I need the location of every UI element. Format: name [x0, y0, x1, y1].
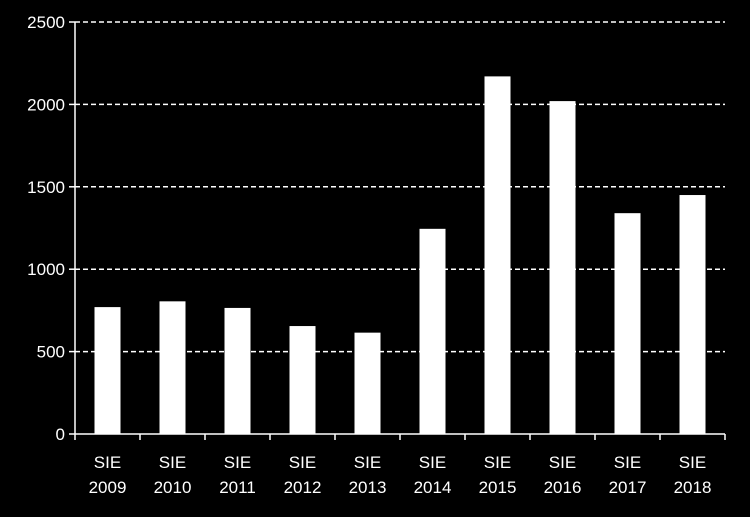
- x-tick-label-line: SIE: [159, 453, 186, 472]
- y-tick-label: 1500: [27, 178, 65, 197]
- x-tick-label-line: 2017: [609, 478, 647, 497]
- x-tick-label-line: SIE: [94, 453, 121, 472]
- x-tick-label: SIE 2014: [414, 453, 452, 497]
- x-tick-label: SIE 2016: [544, 453, 582, 497]
- x-tick-label-line: SIE: [354, 453, 381, 472]
- axes: [69, 21, 726, 440]
- x-tick-label-line: 2014: [414, 478, 452, 497]
- bar-SIE-2017: [614, 213, 641, 434]
- x-tick-label-line: 2010: [154, 478, 192, 497]
- x-tick-label-line: SIE: [679, 453, 706, 472]
- bar-SIE-2014: [419, 228, 446, 434]
- x-tick-label-line: SIE: [614, 453, 641, 472]
- x-tick-label: SIE 2017: [609, 453, 647, 497]
- x-tick-label-line: 2009: [89, 478, 127, 497]
- x-tick-label: SIE 2018: [674, 453, 712, 497]
- x-tick-label-line: 2018: [674, 478, 712, 497]
- bars: [94, 76, 706, 434]
- bar-SIE-2013: [354, 332, 381, 434]
- bar-SIE-2015: [484, 76, 511, 434]
- x-tick-labels: SIE 2009 SIE 2010 SIE 2011 SIE 2012 SIE 2013 SIE 20…: [89, 453, 712, 497]
- x-tick-label-line: 2016: [544, 478, 582, 497]
- x-tick-label: SIE 2012: [284, 453, 322, 497]
- bar-SIE-2009: [94, 307, 121, 434]
- y-tick-label: 500: [37, 343, 65, 362]
- x-tick-label: SIE 2010: [154, 453, 192, 497]
- x-tick-label-line: 2015: [479, 478, 517, 497]
- bar-SIE-2012: [289, 326, 316, 434]
- x-tick-label-line: SIE: [224, 453, 251, 472]
- x-tick-label: SIE 2011: [219, 453, 256, 497]
- bar-SIE-2011: [224, 307, 251, 434]
- bar-SIE-2018: [679, 195, 706, 434]
- y-tick-label: 1000: [27, 260, 65, 279]
- x-tick-label-line: SIE: [484, 453, 511, 472]
- bar-SIE-2016: [549, 101, 576, 434]
- x-tick-label-line: SIE: [419, 453, 446, 472]
- y-tick-label: 2500: [27, 13, 65, 32]
- x-tick-label-line: 2011: [219, 478, 256, 497]
- x-tick-label-line: SIE: [289, 453, 316, 472]
- y-tick-labels: 0 500 1000 1500 2000 2500: [27, 13, 65, 444]
- x-tick-label: SIE 2009: [89, 453, 127, 497]
- x-tick-label-line: 2012: [284, 478, 322, 497]
- x-tick-label: SIE 2015: [479, 453, 517, 497]
- y-tick-label: 2000: [27, 95, 65, 114]
- x-tick-label: SIE 2013: [349, 453, 387, 497]
- bar-SIE-2010: [159, 301, 186, 434]
- x-tick-label-line: 2013: [349, 478, 387, 497]
- y-tick-label: 0: [56, 425, 65, 444]
- x-tick-label-line: SIE: [549, 453, 576, 472]
